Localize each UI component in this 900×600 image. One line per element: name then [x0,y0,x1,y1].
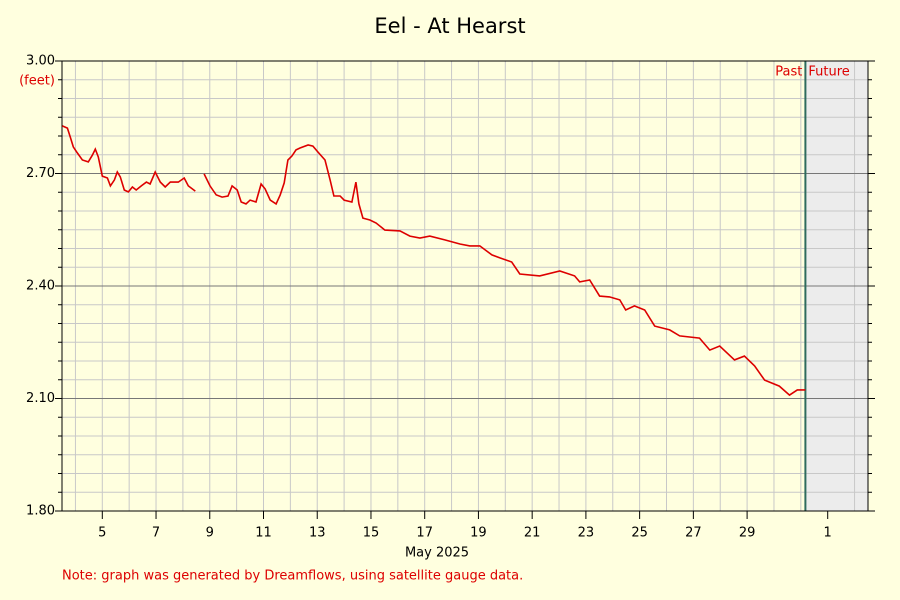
x-axis-label: May 2025 [405,546,469,561]
x-tick-label: 19 [470,526,487,541]
y-tick-label: 3.00 [26,54,55,69]
x-tick-label: 29 [739,526,756,541]
x-tick-label: 15 [363,526,380,541]
plot-frame [61,60,869,512]
x-tick-label: 5 [98,526,106,541]
x-tick-label: 21 [524,526,541,541]
note: Note: graph was generated by Dreamflows,… [62,569,523,584]
y-tick-label: 2.70 [26,166,55,181]
x-tick-label: 11 [255,526,272,541]
x-tick-label: 1 [824,526,832,541]
x-tick-label: 23 [578,526,595,541]
past-label: Past [775,65,802,80]
data-line [61,125,806,397]
x-tick-label: 25 [631,526,648,541]
x-tick-label: 27 [685,526,702,541]
x-tick-label: 17 [416,526,433,541]
chart-title: Eel - At Hearst [374,14,525,38]
x-tick-label: 7 [152,526,160,541]
x-tick-label: 13 [309,526,326,541]
y-tick-label: 1.80 [26,504,55,519]
future-label: Future [808,65,849,80]
y-tick-label: 2.10 [26,391,55,406]
x-tick-label: 9 [206,526,214,541]
y-tick-label: 2.40 [26,279,55,294]
y-axis-label: (feet) [19,74,55,89]
